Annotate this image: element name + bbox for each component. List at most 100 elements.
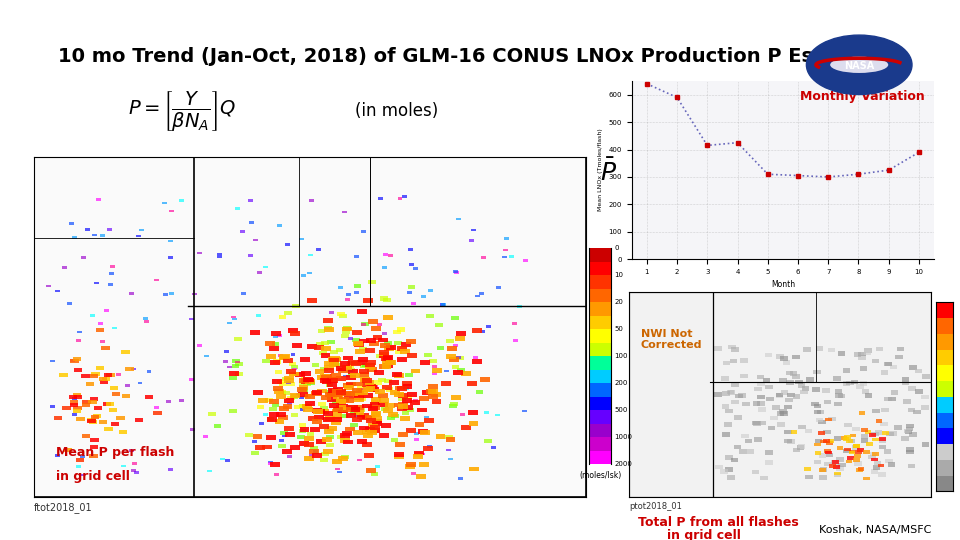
Bar — [300, 379, 309, 383]
Bar — [331, 362, 339, 366]
Bar — [253, 239, 258, 241]
Bar — [730, 359, 737, 363]
Bar — [89, 454, 98, 458]
Bar — [371, 411, 381, 416]
Bar — [341, 433, 350, 438]
Bar — [431, 392, 442, 397]
Bar — [437, 346, 444, 350]
Text: 2000: 2000 — [614, 461, 633, 468]
Bar — [319, 409, 329, 414]
Bar — [87, 419, 96, 423]
Bar — [70, 403, 78, 407]
Bar — [885, 458, 893, 463]
Bar — [738, 393, 746, 398]
Bar — [735, 394, 743, 399]
Bar — [907, 408, 915, 413]
Bar — [752, 421, 759, 425]
Bar — [324, 318, 333, 322]
Bar — [327, 426, 337, 431]
Bar — [285, 243, 290, 246]
Bar — [936, 302, 953, 318]
Bar — [336, 399, 346, 404]
Bar — [870, 452, 877, 456]
Bar — [344, 394, 353, 399]
Bar — [397, 197, 402, 200]
Bar — [265, 341, 276, 346]
Bar — [836, 457, 844, 462]
Bar — [353, 430, 363, 435]
Bar — [391, 438, 398, 442]
Bar — [923, 374, 930, 379]
Bar — [843, 381, 851, 386]
Bar — [345, 386, 354, 390]
Text: in grid cell: in grid cell — [667, 529, 741, 540]
Bar — [353, 341, 363, 346]
Bar — [765, 353, 772, 357]
Bar — [228, 322, 232, 325]
Bar — [300, 357, 310, 362]
Bar — [276, 394, 286, 399]
Bar — [348, 373, 356, 377]
Bar — [305, 380, 315, 384]
Bar — [70, 359, 75, 362]
Bar — [758, 421, 766, 425]
Bar — [857, 448, 864, 452]
Bar — [329, 403, 339, 408]
Bar — [348, 338, 353, 340]
Bar — [383, 408, 394, 413]
Bar — [320, 457, 328, 462]
Bar — [853, 444, 860, 448]
Bar — [848, 439, 855, 443]
Bar — [415, 422, 424, 427]
Bar — [348, 369, 357, 374]
Bar — [298, 387, 307, 392]
Bar — [841, 436, 848, 440]
Bar — [326, 435, 334, 438]
Bar — [107, 228, 111, 231]
Bar — [62, 406, 71, 410]
Bar — [868, 455, 876, 459]
Bar — [131, 368, 135, 370]
Bar — [936, 428, 953, 444]
Bar — [342, 364, 351, 369]
Bar — [94, 282, 99, 285]
Bar — [752, 470, 759, 474]
Bar — [135, 418, 143, 422]
Bar — [798, 383, 805, 388]
Bar — [754, 387, 761, 392]
Bar — [777, 411, 784, 416]
Bar — [313, 450, 318, 453]
Bar — [861, 438, 869, 443]
Bar — [278, 390, 286, 394]
Bar — [382, 360, 392, 365]
Bar — [300, 388, 307, 392]
Bar — [398, 397, 406, 401]
Bar — [365, 427, 375, 432]
Bar — [271, 330, 280, 335]
Bar — [864, 348, 872, 353]
Bar — [878, 472, 885, 477]
Bar — [321, 375, 331, 380]
Bar — [370, 402, 380, 407]
Bar — [371, 424, 380, 429]
Bar — [72, 237, 77, 239]
Bar — [407, 291, 412, 294]
Bar — [286, 381, 291, 384]
Bar — [473, 356, 478, 359]
Bar — [308, 416, 318, 421]
Bar — [404, 395, 412, 399]
X-axis label: Month: Month — [771, 280, 795, 289]
Bar — [267, 417, 276, 422]
Bar — [727, 390, 734, 394]
Bar — [421, 390, 432, 395]
Bar — [485, 438, 492, 443]
Bar — [904, 429, 911, 433]
Bar — [69, 401, 78, 404]
Bar — [732, 382, 739, 387]
Text: Total P from all flashes: Total P from all flashes — [638, 516, 799, 530]
Bar — [282, 435, 287, 437]
Bar — [424, 353, 432, 357]
Bar — [378, 338, 388, 342]
Bar — [362, 382, 372, 387]
Bar — [491, 446, 495, 449]
